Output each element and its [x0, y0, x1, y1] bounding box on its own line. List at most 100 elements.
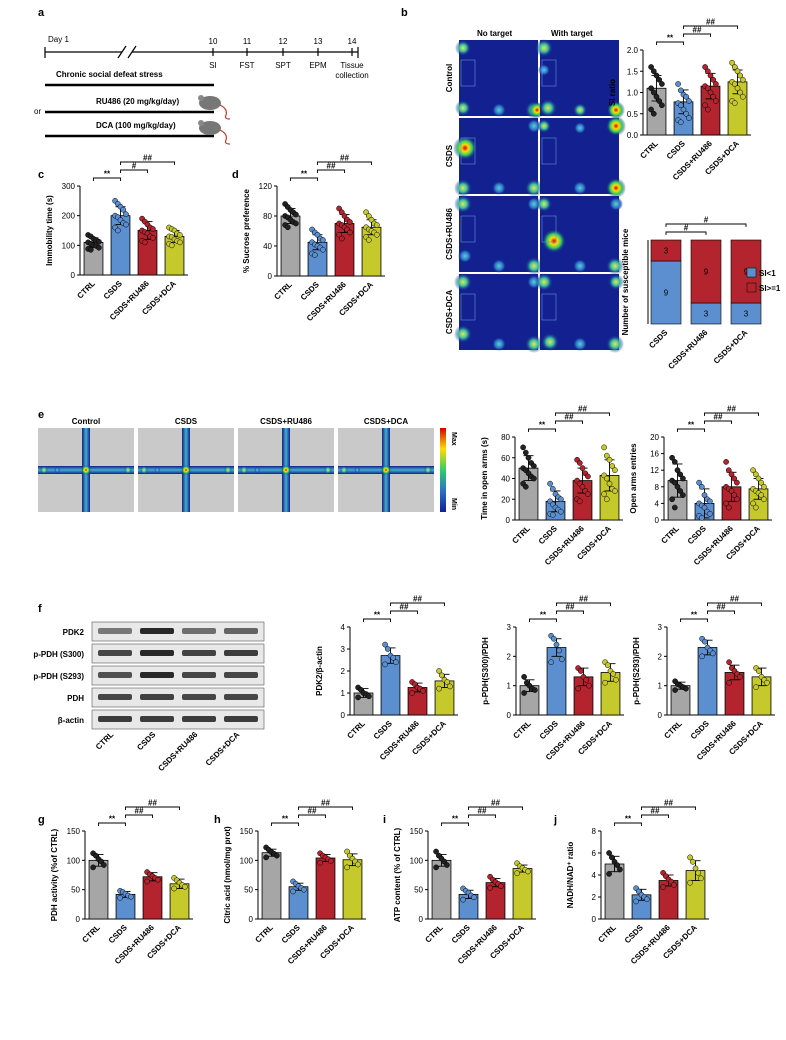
- y-tick-label: 150: [67, 827, 81, 836]
- significance-label: ##: [714, 413, 723, 422]
- timeline-break-mark-1: [117, 45, 127, 59]
- y-axis-title: Immobility time (s): [45, 195, 54, 266]
- bar-CSDS+RU486: [315, 857, 336, 920]
- data-point: [650, 110, 657, 117]
- significance-label: ##: [491, 799, 500, 808]
- blot-band: [98, 650, 132, 656]
- significance-bracket: [680, 618, 708, 622]
- data-point: [758, 479, 765, 486]
- heat-spot: [606, 178, 626, 198]
- significance-bracket: [468, 814, 496, 818]
- data-point: [586, 682, 592, 689]
- data-point: [549, 511, 556, 518]
- data-point: [683, 685, 689, 692]
- target-zone: [460, 59, 476, 87]
- data-point: [723, 459, 729, 465]
- maze-arm-spot: [154, 467, 161, 473]
- data-point: [702, 64, 708, 70]
- data-point: [382, 641, 388, 648]
- data-point: [680, 106, 687, 113]
- test-label-tissue: Tissue: [340, 61, 364, 70]
- data-point: [689, 858, 696, 865]
- y-tick-label: 4: [592, 871, 597, 880]
- data-point: [144, 878, 150, 885]
- significance-bracket: [704, 420, 732, 424]
- y-tick-label: 120: [259, 182, 273, 191]
- significance-bracket: [93, 177, 121, 181]
- y-tick-label: 0: [592, 915, 597, 924]
- blot-group-label-3: CSDS+DCA: [204, 730, 242, 768]
- data-point: [656, 98, 663, 104]
- blot-band: [98, 694, 132, 700]
- data-point: [409, 690, 415, 696]
- ru486-label: RU486 (20 mg/kg/day): [96, 97, 179, 106]
- data-point: [687, 879, 693, 886]
- data-point: [683, 110, 690, 117]
- heat-spot: [607, 101, 625, 119]
- maze-center-spot: [381, 465, 391, 475]
- data-point: [726, 659, 732, 666]
- maze-arm-spot: [40, 466, 48, 474]
- data-point: [725, 504, 732, 511]
- data-point: [707, 510, 713, 517]
- significance-bracket: [98, 822, 126, 826]
- x-tick-label: CSDS: [623, 923, 646, 946]
- data-point: [734, 85, 741, 92]
- data-point: [390, 654, 397, 661]
- panel-letter-d: d: [232, 169, 239, 181]
- y-tick-label: 0: [658, 711, 663, 720]
- mouse-icon: [198, 95, 231, 120]
- y-tick-label: 0: [341, 711, 346, 720]
- data-point: [101, 862, 107, 868]
- maze-arm-spot: [54, 467, 61, 473]
- significance-bracket: [707, 602, 762, 606]
- significance-bracket: [390, 602, 445, 606]
- data-point: [155, 876, 161, 883]
- data-point: [672, 687, 678, 693]
- y-tick-label: 2: [507, 652, 512, 661]
- target-zone: [541, 215, 557, 243]
- target-zone: [460, 137, 476, 165]
- data-point: [740, 93, 746, 100]
- data-point: [168, 242, 175, 249]
- maze-title-0: Control: [72, 417, 100, 426]
- data-point: [734, 479, 740, 486]
- heat-spot: [539, 99, 557, 117]
- data-point: [650, 68, 657, 75]
- heat-spot: [525, 179, 543, 197]
- data-point: [753, 684, 759, 690]
- panel-letter-a: a: [38, 7, 45, 19]
- data-point: [87, 246, 94, 253]
- data-point: [606, 480, 613, 487]
- blot-group-label-1: CSDS: [135, 730, 158, 753]
- data-point: [601, 491, 607, 497]
- significance-label: ##: [579, 595, 588, 604]
- blot-band: [224, 650, 258, 656]
- data-point: [393, 659, 399, 666]
- x-tick-label: CTRL: [75, 279, 97, 301]
- data-point: [648, 64, 654, 70]
- heat-spot: [492, 259, 506, 273]
- target-zone: [541, 293, 557, 321]
- bar-CTRL: [261, 852, 282, 920]
- data-point: [699, 653, 705, 660]
- data-point: [120, 206, 127, 213]
- maze-arm-spot: [340, 466, 348, 474]
- heat-spot: [606, 257, 624, 275]
- x-tick-label: CSDS: [102, 279, 125, 302]
- data-point: [671, 479, 678, 486]
- data-point: [585, 473, 591, 480]
- data-point: [731, 475, 738, 482]
- data-point: [617, 866, 623, 873]
- y-tick-label: 0: [506, 516, 511, 525]
- target-zone: [541, 137, 557, 165]
- heat-spot: [542, 229, 566, 253]
- x-tick-label: CSDS: [689, 719, 712, 742]
- y-tick-label: 1: [658, 682, 663, 691]
- data-point: [559, 656, 565, 663]
- data-point: [653, 72, 660, 79]
- stack-label-ge1: 9: [704, 268, 709, 277]
